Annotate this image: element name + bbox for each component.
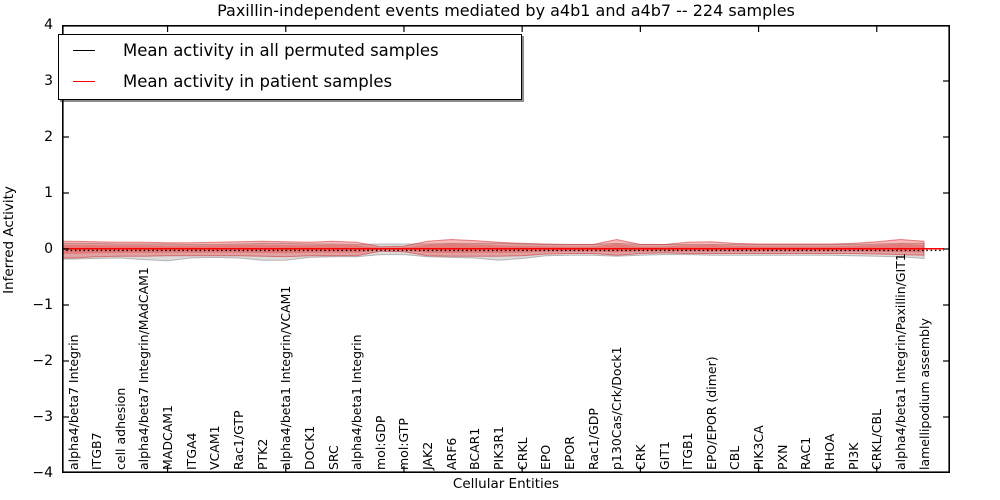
x-tick-label: EPO/EPOR (dimer) (703, 356, 719, 470)
x-tick-label: alpha4/beta7 Integrin/MAdCAM1 (136, 267, 152, 470)
x-tick-label: ARF6 (443, 437, 459, 470)
x-tick-label: GIT1 (656, 441, 672, 470)
legend-line-sample-permuted (73, 50, 95, 51)
x-tick-label: DOCK1 (301, 425, 317, 470)
x-tick-label: CBL (727, 445, 743, 470)
x-tick-label: cell adhesion (112, 387, 128, 470)
y-tick-label: 4 (44, 17, 53, 33)
x-tick-label: VCAM1 (207, 425, 223, 470)
x-tick-label: JAK2 (420, 441, 436, 470)
x-tick-label: alpha4/beta1 Integrin/VCAM1 (278, 285, 294, 470)
x-tick-label: ITGB7 (89, 432, 105, 470)
x-tick-label: MADCAM1 (160, 405, 176, 470)
x-tick-label: PI3K (845, 442, 861, 470)
y-tick-label: 1 (44, 185, 53, 201)
x-tick-label: mol:GDP (372, 415, 388, 470)
x-tick-label: p130Cas/Crk/Dock1 (609, 346, 625, 470)
legend-line-sample-patient (73, 81, 95, 82)
x-tick-label: alpha4/beta7 Integrin (65, 334, 81, 470)
x-tick-label: alpha4/beta1 Integrin (349, 334, 365, 470)
legend-label: Mean activity in patient samples (123, 72, 393, 91)
x-tick-label: PIK3R1 (491, 425, 507, 470)
y-tick-label: 3 (44, 73, 53, 89)
y-tick-label: −4 (32, 465, 53, 481)
y-tick-label: 2 (44, 129, 53, 145)
x-tick-label: Rac1/GDP (585, 408, 601, 470)
x-tick-label: alpha4/beta1 Integrin/Paxillin/GIT1 (892, 253, 908, 470)
x-tick-label: PXN (774, 444, 790, 470)
x-tick-label: CRKL (514, 437, 530, 470)
legend-item: Mean activity in all permuted samples (59, 35, 521, 66)
x-tick-label: PTK2 (254, 438, 270, 470)
x-tick-label: BCAR1 (467, 427, 483, 470)
x-tick-label: mol:GTP (396, 418, 412, 470)
y-tick-label: 0 (44, 241, 53, 257)
x-axis-title: Cellular Entities (452, 476, 560, 492)
legend-item: Mean activity in patient samples (59, 66, 521, 97)
x-tick-label: Rac1/GTP (230, 410, 246, 470)
x-tick-label: RHOA (821, 433, 837, 470)
x-tick-label: RAC1 (798, 436, 814, 470)
chart-title: Paxillin-independent events mediated by … (217, 1, 795, 20)
x-tick-label: SRC (325, 445, 341, 470)
x-tick-label: lamellipodium assembly (916, 318, 932, 470)
y-tick-label: −1 (32, 297, 53, 313)
x-tick-label: EPO (538, 444, 554, 470)
plot-area (62, 25, 950, 473)
x-tick-label: CRK (632, 444, 648, 470)
axes-frame (62, 25, 950, 473)
y-tick-label: −3 (32, 409, 53, 425)
x-tick-label: EPOR (561, 436, 577, 470)
x-tick-label: PIK3CA (751, 425, 767, 470)
legend-label: Mean activity in all permuted samples (123, 41, 439, 60)
x-tick-label: CRKL/CBL (869, 408, 885, 470)
y-tick-label: −2 (32, 353, 53, 369)
y-axis-title: Inferred Activity (1, 186, 17, 294)
legend: Mean activity in all permuted samples Me… (58, 34, 522, 100)
x-tick-label: ITGB1 (680, 432, 696, 470)
x-tick-label: ITGA4 (183, 432, 199, 470)
